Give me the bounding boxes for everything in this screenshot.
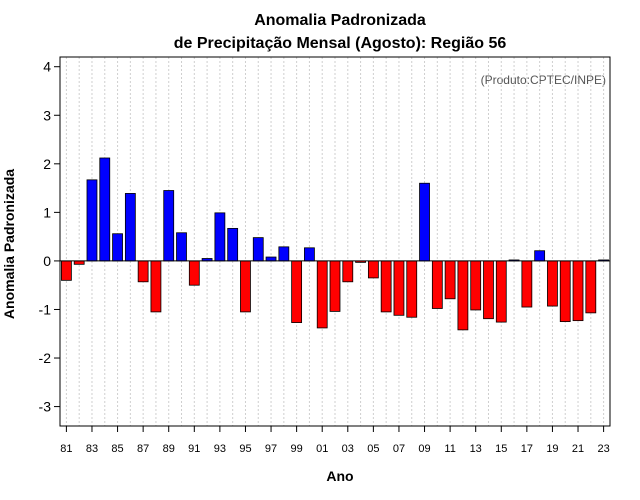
bar-1999 [291,260,303,323]
bar-2012 [457,260,469,331]
gridlines [65,57,605,426]
bar-2002 [329,260,341,312]
y-tick-label: -3 [39,399,52,415]
bar-1996 [252,237,264,262]
bar-1989 [163,190,175,262]
y-tick-label: -1 [39,301,52,317]
bar-1990 [176,232,187,262]
bar-1984 [99,157,111,262]
bar-1995 [240,260,251,313]
bar-2010 [431,260,443,309]
x-tick-label: 17 [521,443,533,455]
bar-1988 [150,260,162,313]
x-tick-label: 85 [111,443,123,455]
x-tick-label: 09 [418,443,430,455]
bar-1994 [227,227,239,262]
y-axis-label: Anomalia Padronizada [1,169,17,319]
x-tick-label: 15 [495,443,507,455]
x-tick-label: 99 [291,443,303,455]
chart-subtitle: de Precipitação Mensal (Agosto): Região … [174,35,507,52]
plot-frame [59,56,611,427]
x-tick-label: 91 [188,443,200,455]
x-axis-label: Ano [326,468,353,484]
bar-1986 [124,193,136,262]
bar-2018 [534,250,546,262]
y-tick-label: 1 [43,204,51,220]
bar-2001 [316,260,328,329]
y-tick-label: 0 [43,253,51,269]
x-tick-label: 11 [444,443,455,455]
bar-2020 [559,260,571,323]
bar-2006 [380,260,392,313]
chart-title: Anomalia Padronizada [254,12,426,29]
bar-2008 [406,260,418,318]
bar-2000 [304,247,315,262]
x-tick-label: 89 [163,443,175,455]
bar-1998 [278,246,290,262]
bar-2013 [470,260,482,311]
y-tick-label: 4 [43,59,51,75]
x-tick-label: 83 [86,443,98,455]
bar-1981 [61,260,72,281]
x-tick-label: 19 [546,443,558,455]
bars [61,157,609,331]
x-tick-label: 87 [137,443,149,455]
bar-2003 [342,260,354,283]
bar-2015 [495,260,507,323]
x-tick-label: 05 [367,443,379,455]
bar-2022 [585,260,597,314]
bar-1982 [73,260,85,265]
bar-1991 [188,260,200,286]
x-tick-label: 81 [60,443,72,455]
bar-1993 [214,212,226,262]
x-tick-label: 21 [572,443,584,455]
x-tick-label: 95 [239,443,251,455]
y-tick-label: 3 [43,107,51,123]
y-tick-label: 2 [43,156,51,172]
x-tick-label: 23 [597,443,609,455]
bar-2014 [483,260,494,320]
bar-1985 [112,233,123,262]
credit-label: (Produto:CPTEC/INPE) [481,73,606,87]
x-tick-label: 01 [316,443,328,455]
bar-2017 [521,260,533,308]
bar-1987 [137,260,149,283]
x-tick-label: 97 [265,443,277,455]
bar-2019 [547,260,558,307]
y-tick-label: -2 [39,350,52,366]
bar-2007 [393,260,405,316]
bar-1997 [265,256,277,262]
x-tick-label: 13 [470,443,482,455]
bar-2011 [444,260,456,300]
bar-2005 [367,260,379,279]
bar-1983 [86,179,98,262]
bar-2021 [572,260,584,322]
bar-2009 [419,182,430,262]
x-tick-label: 93 [214,443,226,455]
x-tick-label: 03 [342,443,354,455]
x-tick-label: 07 [393,443,405,455]
